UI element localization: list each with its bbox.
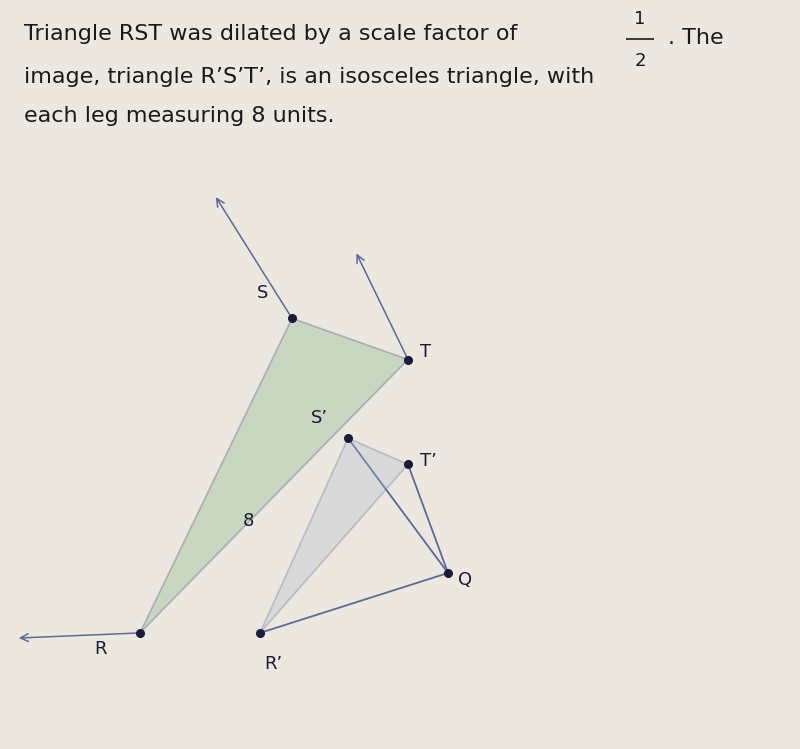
Text: 2: 2 [634,52,646,70]
Text: R’: R’ [264,655,282,673]
Text: . The: . The [668,28,724,48]
Text: R: R [94,640,106,658]
Text: S’: S’ [311,409,328,427]
Polygon shape [140,318,408,633]
Text: 1: 1 [634,10,646,28]
Polygon shape [260,438,408,633]
Text: T: T [420,343,431,361]
Text: S: S [257,284,268,302]
Text: each leg measuring 8 units.: each leg measuring 8 units. [24,106,334,127]
Text: T’: T’ [420,452,437,470]
Text: Triangle RST was dilated by a scale factor of: Triangle RST was dilated by a scale fact… [24,24,525,44]
Text: image, triangle R’S’T’, is an isosceles triangle, with: image, triangle R’S’T’, is an isosceles … [24,67,594,88]
Text: 8: 8 [242,512,254,530]
Text: Q: Q [458,571,472,589]
